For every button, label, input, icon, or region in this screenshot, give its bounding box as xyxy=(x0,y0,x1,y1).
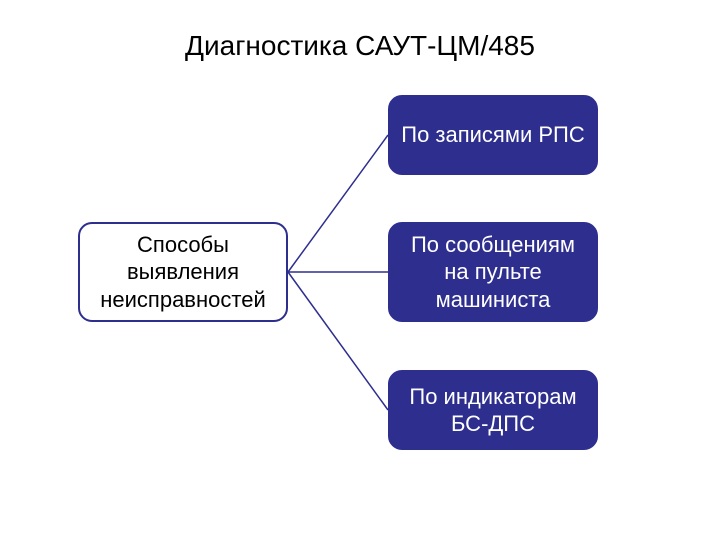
root-node-label: Способы выявления неисправностей xyxy=(88,231,278,314)
root-node: Способы выявления неисправностей xyxy=(78,222,288,322)
child-node-0-label: По записями РПС xyxy=(401,121,585,149)
child-node-2: По индикаторам БС-ДПС xyxy=(388,370,598,450)
child-node-1-label: По сообщениям на пульте машиниста xyxy=(397,231,589,314)
edge-0 xyxy=(288,135,388,272)
child-node-2-label: По индикаторам БС-ДПС xyxy=(397,383,589,438)
child-node-1: По сообщениям на пульте машиниста xyxy=(388,222,598,322)
edge-2 xyxy=(288,272,388,410)
page-title: Диагностика САУТ-ЦМ/485 xyxy=(0,30,720,62)
child-node-0: По записями РПС xyxy=(388,95,598,175)
